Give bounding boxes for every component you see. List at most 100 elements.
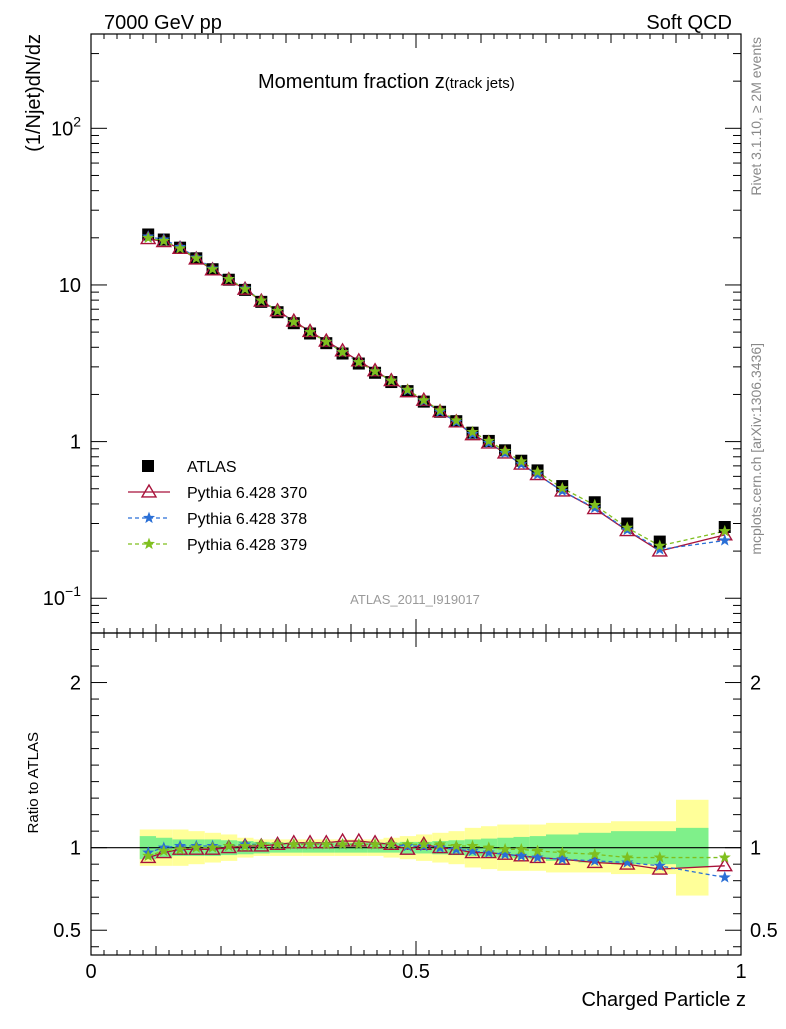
legend-label: Pythia 6.428 370	[187, 485, 307, 502]
analysis-label: ATLAS_2011_I919017	[350, 592, 480, 607]
star-marker	[498, 847, 512, 860]
star-marker	[368, 838, 382, 850]
ratio-bands	[91, 799, 741, 896]
mcplots-label: mcplots.cern.ch [arXiv:1306.3436]	[748, 343, 764, 555]
star-marker	[142, 231, 155, 244]
y-tick-label-top: 10−1	[43, 583, 81, 610]
star-marker	[320, 838, 333, 850]
star-marker	[336, 838, 349, 850]
y-tick-label-top: 102	[51, 113, 81, 140]
star-marker	[142, 511, 156, 524]
star-marker	[653, 859, 666, 872]
star-marker	[718, 871, 731, 883]
chart-title-main: Momentum fraction z	[258, 71, 445, 93]
triangle-marker	[139, 849, 157, 864]
star-marker	[271, 838, 284, 850]
y-tick-label-bottom-left: 1	[70, 838, 81, 860]
triangle-marker	[399, 840, 416, 855]
star-marker	[336, 345, 349, 358]
y-tick-label-bottom-right: 2	[750, 673, 761, 695]
y-tick-label-top: 10	[59, 275, 81, 297]
star-marker	[621, 851, 634, 863]
star-marker	[450, 839, 463, 852]
star-marker	[482, 846, 495, 858]
triangle-marker	[188, 840, 205, 855]
triangle-marker	[318, 834, 335, 849]
legend-marker-data	[142, 460, 154, 472]
triangle-marker	[399, 383, 416, 398]
x-tick-label: 0	[85, 961, 96, 983]
triangle-marker	[716, 857, 733, 872]
triangle-marker	[619, 855, 636, 870]
legend-label: Pythia 6.428 379	[187, 537, 307, 554]
star-marker	[718, 524, 731, 537]
header-right: Soft QCD	[646, 12, 732, 34]
legend-entry: Pythia 6.428 379	[128, 537, 307, 554]
star-marker	[556, 481, 569, 494]
triangle-marker	[253, 837, 270, 852]
star-marker	[417, 838, 430, 850]
legend-entry: ATLAS	[142, 459, 237, 476]
y-tick-label-bottom-right: 1	[750, 838, 761, 860]
legend-entry: Pythia 6.428 378	[128, 511, 307, 528]
star-marker	[531, 851, 544, 863]
star-marker	[385, 838, 398, 850]
ratio-panel-frame	[90, 632, 742, 956]
legend-label: Pythia 6.428 378	[187, 511, 307, 528]
star-marker	[718, 534, 731, 546]
star-marker	[255, 838, 268, 850]
star-marker	[556, 846, 569, 858]
star-marker	[718, 851, 731, 863]
series-line-top	[148, 237, 725, 547]
star-marker	[515, 455, 528, 467]
x-axis-label: Charged Particle z	[581, 989, 746, 1011]
star-marker	[498, 444, 512, 457]
star-marker	[556, 852, 569, 865]
star-marker	[401, 838, 414, 850]
y-axis-label-top: (1/Njet)dN/dz	[23, 34, 45, 152]
y-axis-label-bottom: Ratio to ATLAS	[25, 732, 42, 833]
star-marker	[142, 849, 155, 862]
star-marker	[352, 838, 365, 850]
star-marker	[482, 434, 495, 447]
star-marker	[206, 841, 219, 853]
star-marker	[515, 849, 528, 862]
star-marker	[303, 838, 317, 850]
star-marker	[352, 355, 365, 368]
legend: ATLAS Pythia 6.428 370 Pythia 6.428 378 Pyt…	[128, 459, 307, 554]
star-marker	[621, 856, 634, 868]
triangle-marker	[334, 342, 351, 357]
y-tick-label-bottom-right: 0.5	[750, 920, 778, 942]
star-marker	[173, 242, 187, 254]
star-marker	[287, 315, 300, 327]
triangle-marker	[204, 840, 221, 855]
star-marker	[303, 325, 317, 338]
series-markers	[139, 228, 733, 883]
chart-title: Momentum fraction z(track jets)	[258, 71, 515, 93]
star-marker	[588, 498, 601, 511]
star-marker	[531, 844, 544, 857]
star-marker	[222, 272, 235, 285]
star-marker	[206, 262, 219, 275]
star-marker	[450, 414, 463, 426]
star-marker	[588, 847, 601, 860]
star-marker	[190, 841, 203, 853]
star-marker	[482, 841, 495, 853]
triangle-marker	[350, 352, 368, 367]
star-marker	[466, 844, 479, 857]
triangle-marker	[155, 844, 173, 859]
x-tick-label: 1	[735, 961, 746, 983]
star-marker	[173, 842, 187, 855]
star-marker	[433, 404, 447, 416]
star-marker	[588, 854, 601, 867]
star-marker	[287, 838, 300, 850]
star-marker	[238, 282, 252, 295]
star-marker	[653, 851, 666, 863]
header-left: 7000 GeV pp	[104, 12, 222, 34]
star-marker	[142, 537, 156, 550]
x-tick-label: 0.5	[402, 961, 430, 983]
y-tick-label-bottom-left: 0.5	[53, 920, 81, 942]
star-marker	[621, 521, 634, 533]
triangle-marker	[651, 860, 668, 875]
